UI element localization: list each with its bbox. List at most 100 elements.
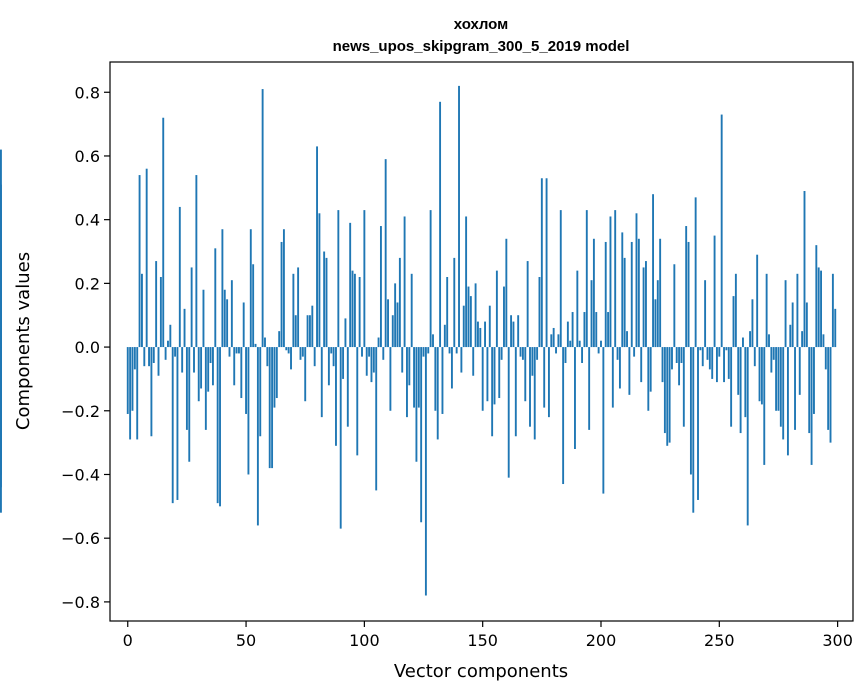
bar: [219, 347, 221, 507]
bar: [233, 347, 236, 386]
bar: [162, 117, 165, 348]
bar: [254, 343, 257, 348]
bar: [417, 347, 420, 408]
bar: [817, 267, 820, 348]
bar: [543, 347, 546, 408]
bar: [375, 347, 378, 491]
bar: [188, 347, 191, 462]
bar: [370, 347, 373, 383]
bar: [200, 347, 203, 389]
bar: [422, 347, 425, 357]
bar: [713, 235, 716, 348]
bar: [415, 347, 418, 462]
bar: [292, 273, 295, 348]
bar: [327, 347, 330, 386]
bar: [228, 347, 231, 357]
bar: [687, 241, 690, 348]
bar: [805, 302, 808, 348]
bar: [531, 347, 534, 376]
bar: [666, 347, 669, 446]
bar: [578, 340, 581, 348]
bar: [704, 280, 707, 348]
bar: [297, 267, 300, 348]
bar: [533, 347, 536, 440]
bar: [0, 343, 2, 348]
bar: [313, 347, 316, 367]
bar: [517, 315, 520, 348]
bar: [671, 347, 673, 370]
bar: [734, 273, 737, 348]
x-tick-label: 0: [123, 631, 133, 650]
bar: [363, 210, 366, 348]
bar: [150, 347, 153, 437]
bar: [261, 89, 264, 348]
bar: [403, 216, 406, 348]
bar: [813, 347, 815, 414]
bar: [566, 321, 569, 348]
bar: [332, 347, 335, 367]
bar: [349, 222, 352, 348]
bar: [720, 114, 723, 348]
bar: [448, 347, 451, 354]
bar: [592, 238, 595, 348]
bar: [167, 340, 169, 348]
bar: [0, 210, 2, 348]
bar: [176, 347, 179, 500]
bar: [181, 347, 184, 373]
bar: [831, 273, 834, 348]
bar: [245, 347, 247, 414]
bar: [652, 194, 654, 348]
x-tick-label: 150: [467, 631, 498, 650]
bar: [178, 206, 181, 348]
bar: [256, 347, 259, 526]
bar: [777, 347, 780, 411]
bar: [209, 347, 212, 363]
bar: [384, 159, 387, 348]
bar: [822, 334, 825, 348]
bar: [623, 257, 626, 348]
x-tick-label: 200: [586, 631, 617, 650]
bar: [628, 347, 631, 395]
bar: [387, 299, 389, 348]
bar: [394, 283, 397, 348]
bar: [424, 347, 427, 596]
bar: [235, 347, 238, 354]
bar: [401, 347, 404, 373]
y-tick-label: 0.0: [75, 338, 100, 357]
y-tick-label: −0.2: [61, 402, 100, 421]
bar: [183, 308, 186, 348]
bar: [309, 315, 311, 348]
bar: [462, 305, 465, 348]
bar: [536, 347, 539, 360]
bar: [372, 347, 375, 373]
bar: [129, 347, 132, 440]
bar: [304, 347, 307, 402]
bar: [827, 347, 830, 430]
bar: [746, 347, 749, 526]
bar: [242, 302, 245, 348]
bar: [739, 347, 742, 434]
bar: [285, 347, 288, 351]
bar: [389, 347, 392, 411]
bar: [689, 347, 692, 475]
bar: [661, 347, 664, 383]
bar: [574, 347, 576, 449]
bar: [306, 315, 309, 348]
bar: [493, 347, 496, 405]
bar: [668, 347, 671, 443]
bar: [810, 347, 813, 465]
bar: [226, 299, 229, 348]
bar: [732, 296, 735, 348]
bar: [571, 312, 574, 348]
bar: [760, 347, 763, 405]
bar: [436, 347, 439, 440]
bar: [659, 238, 662, 348]
bar: [529, 347, 531, 427]
bar: [259, 347, 262, 437]
bar: [467, 286, 470, 348]
bar: [507, 347, 510, 478]
bar: [786, 347, 789, 456]
bar: [820, 270, 822, 348]
bar: [808, 347, 811, 434]
bar: [715, 347, 718, 383]
